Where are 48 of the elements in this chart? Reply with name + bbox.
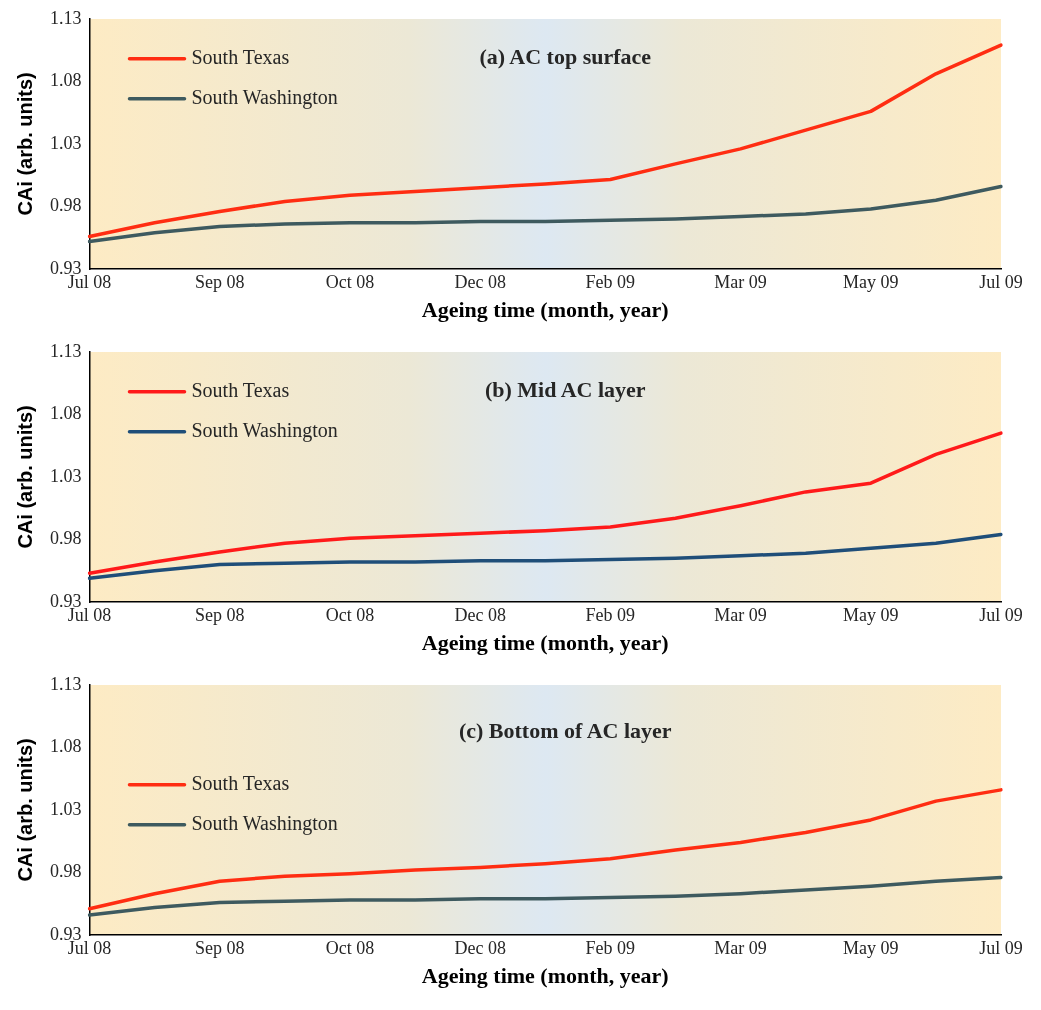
legend-label: South Texas [191,772,290,795]
x-tick-label: Jul 09 [979,604,1023,625]
x-tick-label: Oct 08 [325,604,375,625]
y-tick-label: 0.98 [50,861,82,882]
x-axis-title: Ageing time (month, year) [421,297,669,323]
legend-label: South Texas [191,46,290,69]
y-tick-label: 0.98 [50,528,82,549]
legend-label: South Washington [191,812,338,836]
text: (c) Bottom of AC layer [458,718,672,744]
x-tick-label: Feb 09 [585,271,636,292]
legend-label: South Texas [191,379,290,402]
x-tick-label: May 09 [843,604,899,625]
x-tick-label: Mar 09 [714,604,767,625]
x-tick-label: Dec 08 [454,604,506,625]
x-tick-label: Oct 08 [325,271,375,292]
x-tick-label: Dec 08 [454,271,506,292]
x-tick-label: Dec 08 [454,937,506,958]
legend-label: South Washington [191,419,338,443]
x-tick-label: Jul 09 [979,271,1023,292]
x-tick-label: Sep 08 [194,271,245,292]
x-tick-label: Feb 09 [585,604,636,625]
y-tick-label: 1.08 [50,403,82,424]
y-tick-label: 1.08 [50,736,82,757]
y-tick-label: 1.08 [50,70,82,91]
y-tick-label: 0.98 [50,195,82,216]
x-tick-label: Oct 08 [325,937,375,958]
y-axis-title: CAi (arb. units) [13,738,36,882]
x-axis-title: Ageing time (month, year) [421,963,669,989]
y-tick-label: 1.13 [50,673,82,694]
x-tick-label: Feb 09 [585,937,636,958]
x-tick-label: May 09 [843,271,899,292]
y-tick-label: 1.13 [50,340,82,361]
y-tick-label: 1.03 [50,132,82,153]
y-axis-title: CAi (arb. units) [13,405,36,549]
x-tick-label: Sep 08 [194,937,245,958]
x-tick-label: Mar 09 [714,271,767,292]
y-tick-label: 1.03 [50,798,82,819]
x-tick-label: Mar 09 [714,937,767,958]
y-axis-title: CAi (arb. units) [13,72,36,216]
y-tick-label: 1.03 [50,465,82,486]
x-tick-label: Sep 08 [194,604,245,625]
x-tick-label: Jul 09 [979,937,1023,958]
x-tick-label: May 09 [843,937,899,958]
x-axis-title: Ageing time (month, year) [421,630,669,656]
text: (a) AC top surface [479,44,652,70]
text: (b) Mid AC layer [484,377,646,403]
y-tick-label: 1.13 [50,7,82,28]
legend-label: South Washington [191,86,338,110]
